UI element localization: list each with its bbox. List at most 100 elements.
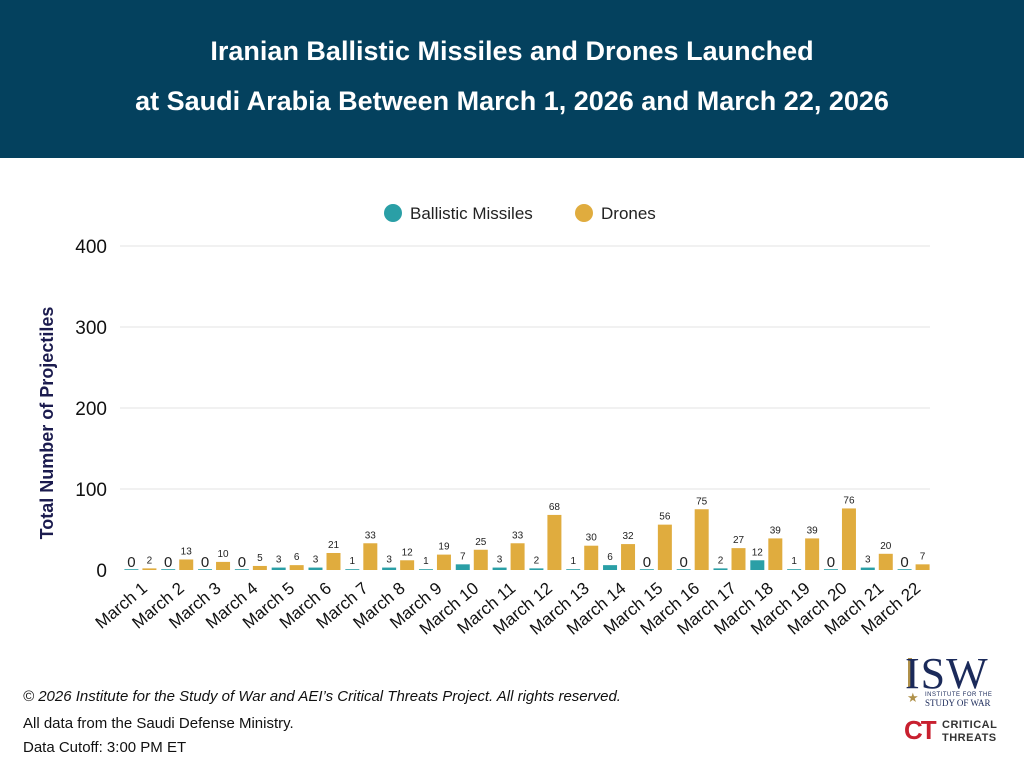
bar-ballistic-missiles — [897, 569, 912, 570]
data-label: 1 — [791, 556, 797, 567]
data-label: 0 — [238, 554, 246, 571]
data-label: 32 — [622, 531, 634, 542]
bar-drones — [510, 543, 525, 570]
data-label: 10 — [217, 549, 229, 560]
data-label: 5 — [257, 553, 263, 564]
isw-logo: ISW ★ INSTITUTE FOR THE STUDY OF WAR — [905, 649, 1005, 708]
data-label: 3 — [865, 555, 871, 566]
y-tick-label: 200 — [75, 399, 107, 420]
data-label: 56 — [659, 512, 671, 523]
bar-ballistic-missiles — [455, 564, 470, 570]
chart-title-line-2: at Saudi Arabia Between March 1, 2026 an… — [135, 86, 889, 116]
data-label: 0 — [900, 554, 908, 571]
data-label: 0 — [680, 554, 688, 571]
chart-title-line-1: Iranian Ballistic Missiles and Drones La… — [210, 36, 814, 66]
bar-ballistic-missiles — [382, 567, 397, 570]
data-label: 33 — [365, 530, 377, 541]
legend-label: Drones — [601, 204, 656, 223]
bar-drones — [878, 553, 893, 570]
data-label: 68 — [549, 502, 561, 513]
data-label: 39 — [807, 525, 819, 536]
isw-logo-bar — [908, 658, 912, 688]
bar-drones — [473, 549, 488, 570]
bar-drones — [326, 552, 341, 570]
bar-drones — [621, 544, 636, 570]
bar-ballistic-missiles — [787, 569, 802, 570]
data-label: 7 — [920, 551, 926, 562]
legend-marker — [575, 204, 593, 222]
data-label: 30 — [586, 533, 598, 544]
data-label: 19 — [438, 542, 450, 553]
bar-drones — [768, 538, 783, 570]
data-label: 3 — [313, 555, 319, 566]
legend-label: Ballistic Missiles — [410, 204, 533, 223]
data-label: 0 — [827, 554, 835, 571]
source-note: All data from the Saudi Defense Ministry… — [23, 715, 294, 732]
data-label: 3 — [276, 555, 282, 566]
bar-ballistic-missiles — [492, 567, 507, 570]
ct-logo-mark: CT — [904, 715, 937, 745]
data-label: 25 — [475, 537, 487, 548]
bar-ballistic-missiles — [566, 569, 581, 570]
y-tick-label: 300 — [75, 318, 107, 339]
data-label: 0 — [164, 554, 172, 571]
y-tick-label: 100 — [75, 480, 107, 501]
data-label: 3 — [497, 555, 503, 566]
data-label: 0 — [643, 554, 651, 571]
ct-logo-word-2: THREATS — [942, 732, 997, 744]
data-label: 6 — [294, 552, 300, 563]
data-label: 27 — [733, 535, 745, 546]
bar-drones — [694, 509, 709, 570]
bar-ballistic-missiles — [124, 569, 139, 570]
data-label: 0 — [201, 554, 209, 571]
bar-ballistic-missiles — [823, 569, 838, 570]
bar-drones — [657, 524, 672, 570]
bar-ballistic-missiles — [529, 568, 544, 570]
bar-ballistic-missiles — [234, 569, 249, 570]
bar-ballistic-missiles — [161, 569, 176, 570]
bar-ballistic-missiles — [676, 569, 691, 570]
bar-ballistic-missiles — [308, 567, 323, 570]
star-icon: ★ — [907, 690, 919, 705]
ct-logo-word-1: CRITICAL — [942, 719, 998, 731]
data-label: 6 — [607, 552, 613, 563]
data-label: 7 — [460, 551, 466, 562]
bar-drones — [584, 545, 599, 570]
isw-logo-subtext-1: INSTITUTE FOR THE — [925, 692, 993, 698]
data-label: 2 — [534, 555, 540, 566]
data-label: 0 — [127, 554, 135, 571]
bar-drones — [841, 508, 856, 570]
cutoff-note: Data Cutoff: 3:00 PM ET — [23, 739, 187, 756]
bar-drones — [547, 514, 562, 570]
bar-drones — [142, 568, 157, 570]
data-label: 1 — [350, 556, 356, 567]
isw-logo-text: ISW — [905, 649, 989, 698]
bar-drones — [289, 565, 304, 570]
bar-ballistic-missiles — [345, 569, 360, 570]
data-label: 33 — [512, 530, 524, 541]
bar-drones — [252, 565, 267, 570]
isw-logo-subtext-2: STUDY OF WAR — [925, 698, 991, 708]
data-label: 1 — [570, 556, 576, 567]
data-label: 75 — [696, 496, 708, 507]
bar-ballistic-missiles — [860, 567, 875, 570]
bar-drones — [731, 548, 746, 570]
data-label: 2 — [147, 555, 153, 566]
bar-drones — [179, 559, 194, 570]
data-label: 2 — [718, 555, 724, 566]
data-label: 12 — [752, 547, 764, 558]
data-label: 1 — [423, 556, 429, 567]
bar-drones — [805, 538, 820, 570]
data-label: 3 — [386, 555, 392, 566]
y-tick-label: 400 — [75, 237, 107, 258]
title-banner: Iranian Ballistic Missiles and Drones La… — [0, 0, 1024, 158]
bar-drones — [363, 543, 378, 570]
critical-threats-logo: CT CRITICAL THREATS — [904, 715, 1014, 747]
y-axis-label: Total Number of Projectiles — [37, 307, 57, 540]
bar-drones — [216, 561, 231, 570]
bar-ballistic-missiles — [603, 565, 618, 570]
bar-drones — [400, 560, 415, 570]
bar-ballistic-missiles — [198, 569, 213, 570]
data-label: 20 — [880, 541, 892, 552]
